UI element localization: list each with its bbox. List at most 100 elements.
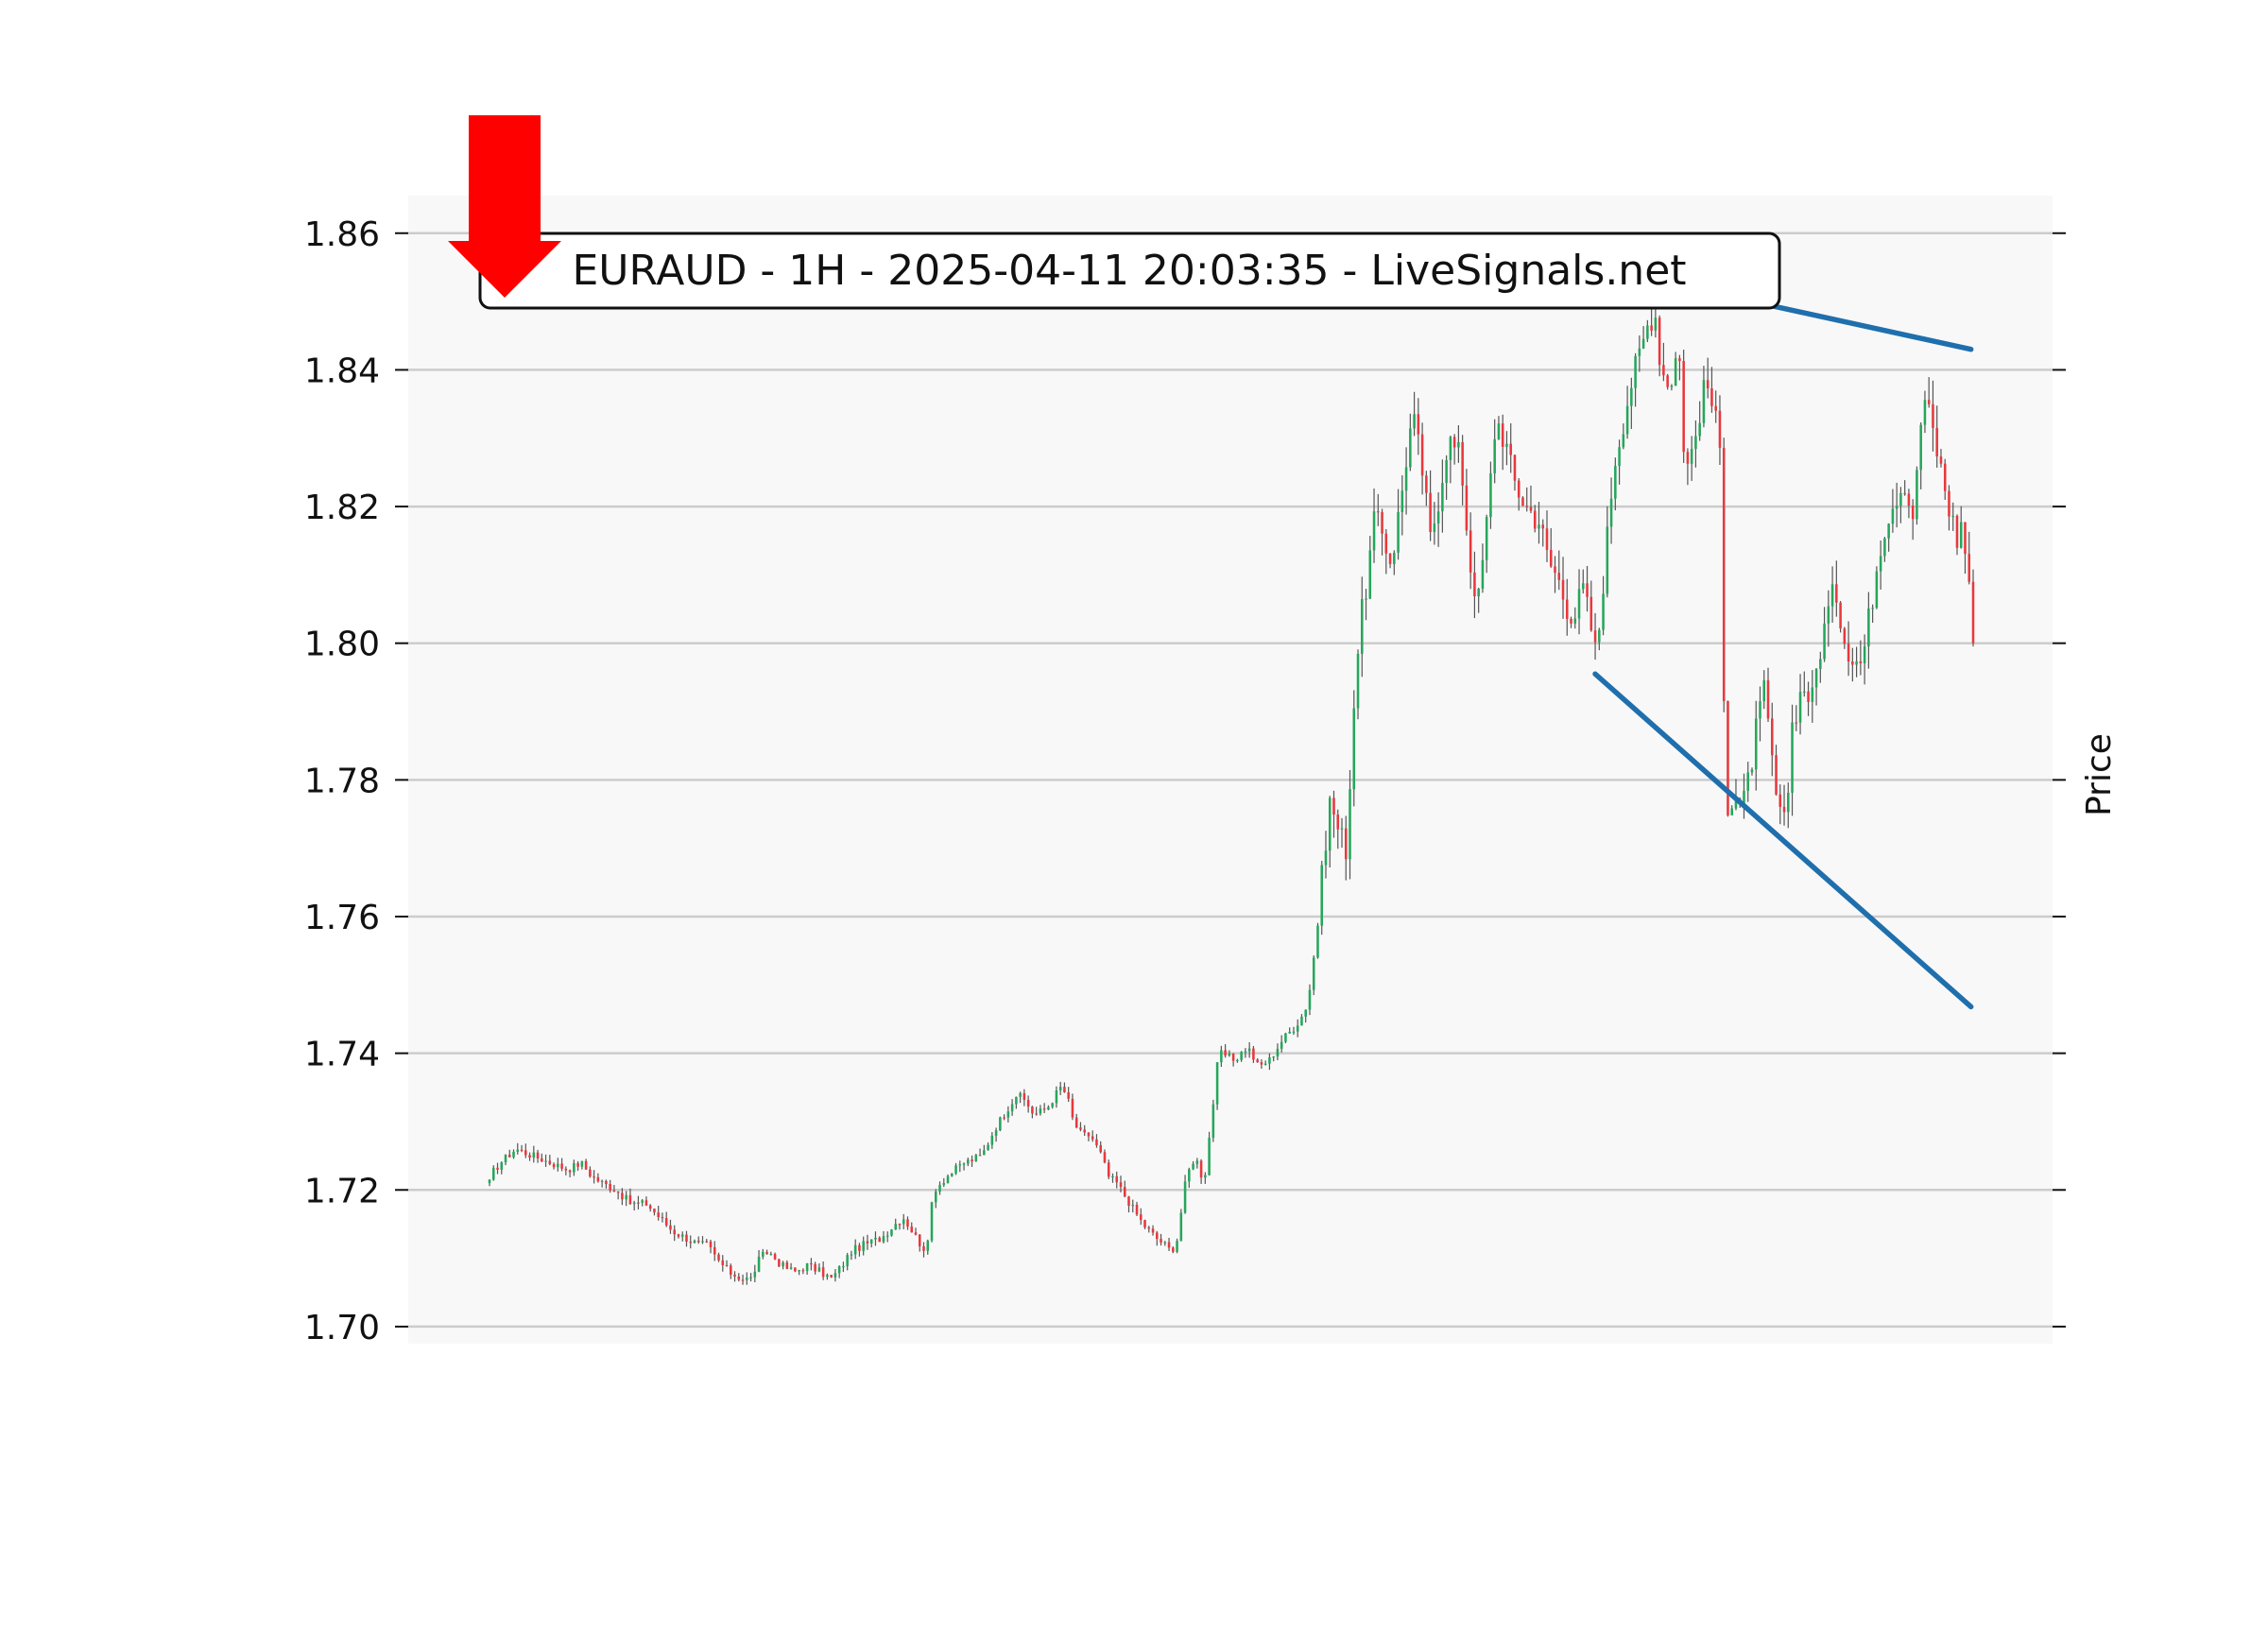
candle-up (1409, 428, 1412, 468)
candle-up (817, 1267, 821, 1272)
candle-down (673, 1229, 676, 1235)
candle-down (1939, 456, 1943, 464)
candle-up (1883, 538, 1886, 557)
candle-up (1919, 424, 1922, 471)
candle-up (1284, 1033, 1287, 1042)
candle-up (1798, 692, 1802, 723)
candle-up (625, 1194, 627, 1200)
candle-down (1139, 1214, 1143, 1221)
candle-up (1215, 1062, 1219, 1105)
candle-up (1308, 989, 1312, 1010)
candle-up (1445, 459, 1448, 484)
candle-up (1891, 508, 1895, 524)
chart-title: EURAUD - 1H - 2025-04-11 20:03:35 - Live… (572, 247, 1686, 295)
candle-down (541, 1158, 543, 1162)
candle-up (1263, 1063, 1267, 1065)
candle-down (1847, 643, 1850, 661)
candle-down (1465, 485, 1469, 531)
y-tick-label: 1.70 (304, 1309, 380, 1347)
candle-up (1361, 599, 1364, 654)
candle-down (1718, 410, 1722, 448)
candle-up (1296, 1025, 1299, 1032)
candle-down (1903, 492, 1906, 495)
candle-down (1252, 1048, 1255, 1060)
candle-down (657, 1212, 660, 1218)
candle-up (1867, 608, 1870, 647)
candle-up (516, 1149, 520, 1152)
candle-up (701, 1241, 704, 1243)
candle-up (1356, 653, 1360, 709)
candle-down (1554, 566, 1556, 574)
candle-up (1220, 1050, 1223, 1063)
candle-up (1436, 511, 1440, 523)
candle-up (1923, 400, 1927, 425)
y-tick-label: 1.74 (304, 1036, 380, 1074)
candle-down (1135, 1204, 1139, 1215)
candle-up (504, 1154, 507, 1163)
candle-up (946, 1175, 950, 1184)
candle-up (1051, 1103, 1054, 1107)
candle-up (1863, 646, 1866, 664)
candle-down (1151, 1228, 1155, 1233)
candle-down (661, 1217, 664, 1219)
candle-up (954, 1165, 957, 1174)
candle-down (1662, 365, 1665, 376)
candle-up (882, 1236, 885, 1243)
candle-up (1247, 1048, 1251, 1052)
candle-up (826, 1275, 829, 1278)
candle-up (874, 1237, 877, 1240)
candle-up (999, 1117, 1002, 1131)
candle-up (1192, 1163, 1194, 1170)
candle-down (1199, 1160, 1203, 1178)
candle-down (1932, 403, 1934, 428)
candle-down (648, 1205, 652, 1210)
candle-down (1517, 480, 1521, 498)
candle-down (1147, 1227, 1151, 1229)
candle-down (1545, 528, 1549, 551)
candle-down (906, 1219, 909, 1227)
candle-up (769, 1253, 773, 1256)
candle-up (1759, 701, 1761, 719)
candle-down (1143, 1220, 1146, 1227)
candle-up (1300, 1016, 1303, 1026)
candle-up (1694, 436, 1697, 450)
candle-up (1803, 691, 1806, 693)
candle-up (990, 1135, 994, 1145)
candle-up (632, 1202, 636, 1205)
candle-down (1541, 524, 1545, 529)
candle-down (1115, 1175, 1119, 1183)
candle-up (1288, 1031, 1291, 1034)
candle-down (1156, 1232, 1159, 1240)
candle-down (910, 1227, 914, 1233)
candle-down (1722, 447, 1726, 702)
candle-down (1955, 515, 1959, 548)
candle-down (765, 1251, 768, 1255)
candle-up (1622, 434, 1625, 448)
candle-up (1654, 317, 1658, 331)
candle-up (951, 1173, 954, 1176)
candle-down (1964, 522, 1967, 555)
candle-down (733, 1274, 736, 1277)
candle-up (1183, 1181, 1187, 1213)
candle-down (576, 1162, 579, 1167)
candle-up (1497, 423, 1501, 439)
candle-down (685, 1234, 688, 1243)
candle-down (1384, 533, 1388, 554)
candle-up (1228, 1053, 1231, 1056)
y-tick-label: 1.76 (304, 899, 380, 937)
candle-down (1501, 423, 1504, 447)
candle-up (500, 1162, 504, 1170)
candle-down (1452, 437, 1456, 448)
candle-up (1871, 608, 1874, 609)
candle-up (1268, 1057, 1271, 1064)
candle-up (1489, 472, 1492, 518)
candle-up (902, 1219, 905, 1225)
candle-up (1625, 405, 1629, 435)
candle-down (1256, 1059, 1259, 1063)
candle-up (1058, 1087, 1062, 1090)
candle-up (532, 1152, 536, 1158)
candle-up (1015, 1096, 1018, 1105)
candle-down (1935, 427, 1938, 457)
candle-up (1573, 618, 1577, 624)
candle-up (1236, 1059, 1239, 1061)
